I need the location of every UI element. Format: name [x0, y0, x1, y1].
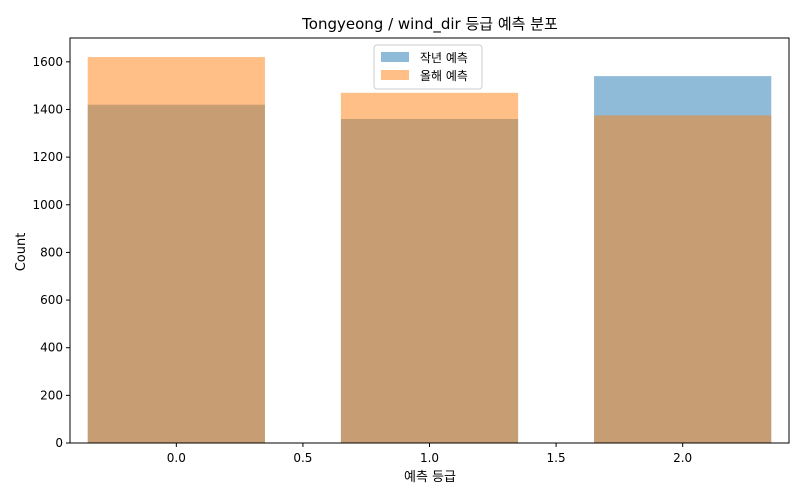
legend-label-0: 작년 예측	[420, 51, 468, 65]
y-axis-label: Count	[14, 233, 29, 272]
y-tick-label: 0	[55, 436, 63, 450]
x-tick-label: 2.0	[673, 451, 692, 465]
chart-title: Tongyeong / wind_dir 등급 예측 분포	[301, 15, 558, 34]
x-axis-label: 예측 등급	[404, 470, 456, 485]
y-tick-label: 600	[40, 293, 63, 307]
legend-swatch-0	[381, 52, 409, 62]
x-ticks-group: 0.0 0.5 1.0 1.5 2.0	[167, 443, 692, 465]
x-tick-label: 1.5	[547, 451, 566, 465]
y-tick-label: 1000	[32, 198, 63, 212]
x-tick-label: 0.5	[293, 451, 312, 465]
y-tick-label: 1200	[32, 150, 63, 164]
y-tick-label: 1400	[32, 102, 63, 116]
x-tick-label: 1.0	[420, 451, 439, 465]
bars-group	[87, 57, 772, 444]
y-tick-label: 400	[40, 341, 63, 355]
y-tick-label: 800	[40, 245, 63, 259]
y-tick-label: 1600	[32, 55, 63, 69]
x-tick-label: 0.0	[167, 451, 186, 465]
plot-frame	[69, 37, 790, 444]
y-ticks-group: 0 200 400 600 800 1000 1200 1400 1600	[32, 55, 70, 450]
bar-series-1-cat-2	[594, 115, 772, 444]
bar-series-1-cat-0	[87, 57, 265, 443]
bar-series-1-cat-1	[340, 92, 519, 443]
y-tick-label: 200	[40, 388, 63, 402]
legend-swatch-1	[381, 70, 409, 80]
legend-label-1: 올해 예측	[420, 69, 468, 83]
